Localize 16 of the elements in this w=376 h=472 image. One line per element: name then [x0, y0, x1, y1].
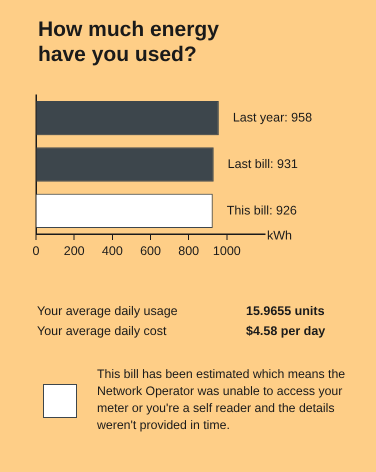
text: Your average daily cost: [37, 324, 166, 338]
x-tick-label: 200: [64, 244, 85, 258]
data-label: This bill: 926: [226, 203, 297, 218]
x-axis-title: kWh: [267, 228, 292, 243]
data-label: Last year: 958: [232, 110, 312, 125]
text: Your average daily usage: [37, 304, 178, 318]
x-tick-label: 800: [178, 244, 200, 258]
chart-title: How much energy have you used?: [38, 17, 220, 67]
x-tick-label: 600: [140, 244, 161, 258]
x-tick-label: 1000: [212, 244, 241, 258]
text: $4.58 per day: [246, 324, 326, 338]
x-tick-label: 0: [32, 244, 40, 258]
data-label: Last bill: 931: [228, 156, 298, 171]
x-tick-label: 400: [102, 244, 123, 258]
text: 15.9655 units: [246, 304, 325, 318]
text: This bill has been estimated which means the Network Operator was unable to access your meter or you're a self reader and the details weren't provided in time.: [97, 366, 346, 434]
